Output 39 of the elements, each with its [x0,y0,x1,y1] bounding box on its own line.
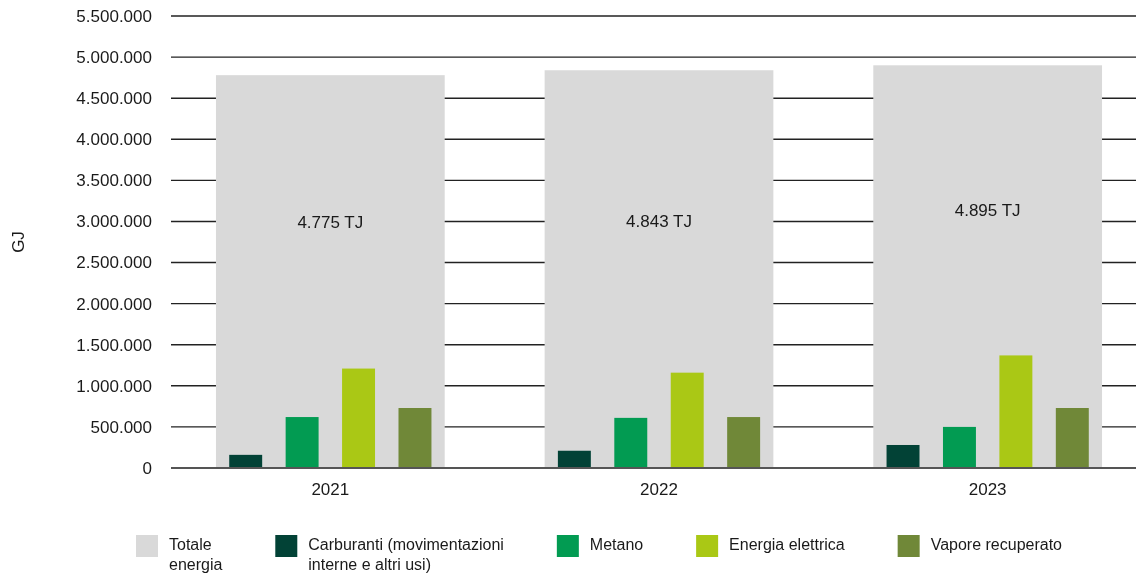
bar [670,372,704,468]
bar [614,417,648,468]
annotation: 4.775 TJ [297,212,364,232]
x-tick-label: 2022 [640,480,678,499]
y-tick-label: 2.500.000 [76,253,152,273]
x-tick-label: 2023 [968,480,1007,499]
y-tick-label: 4.500.000 [76,89,152,109]
legend-label: Metano [589,536,644,553]
annotation: 4.843 TJ [626,212,692,232]
bar [285,417,319,468]
bar [999,355,1033,468]
bar [727,417,761,468]
y-tick-label: 5.000.000 [76,48,152,68]
y-tick-label: 2.000.000 [76,294,152,314]
bar [557,450,591,468]
bar [544,70,774,468]
legend-label: Carburanti (movimentazioni interne e altri usi) [308,536,504,573]
y-tick-label: 1.000.000 [76,376,152,396]
legend-label: Energia elettrica [729,536,845,553]
y-axis-title: GJ [9,231,28,253]
y-tick-label: 3.500.000 [76,171,152,191]
bar [398,408,432,468]
bar [873,65,1103,468]
bar [229,454,263,468]
bar [342,368,376,468]
y-tick-label: 0 [142,458,152,478]
bar [215,75,445,468]
y-tick-label: 3.000.000 [76,212,152,232]
y-tick-label: 4.000.000 [76,130,152,150]
bar [942,426,976,468]
y-tick-label: 1.500.000 [76,335,152,355]
legend-label: Vapore recuperato [930,536,1063,553]
bar [1055,408,1089,468]
legend-label: Totale energia [169,536,223,573]
y-tick-label: 500.000 [90,417,152,437]
x-tick-label: 2021 [311,480,350,499]
annotation: 4.895 TJ [954,201,1021,221]
y-tick-label: 5.500.000 [76,6,152,26]
bar [886,444,920,468]
